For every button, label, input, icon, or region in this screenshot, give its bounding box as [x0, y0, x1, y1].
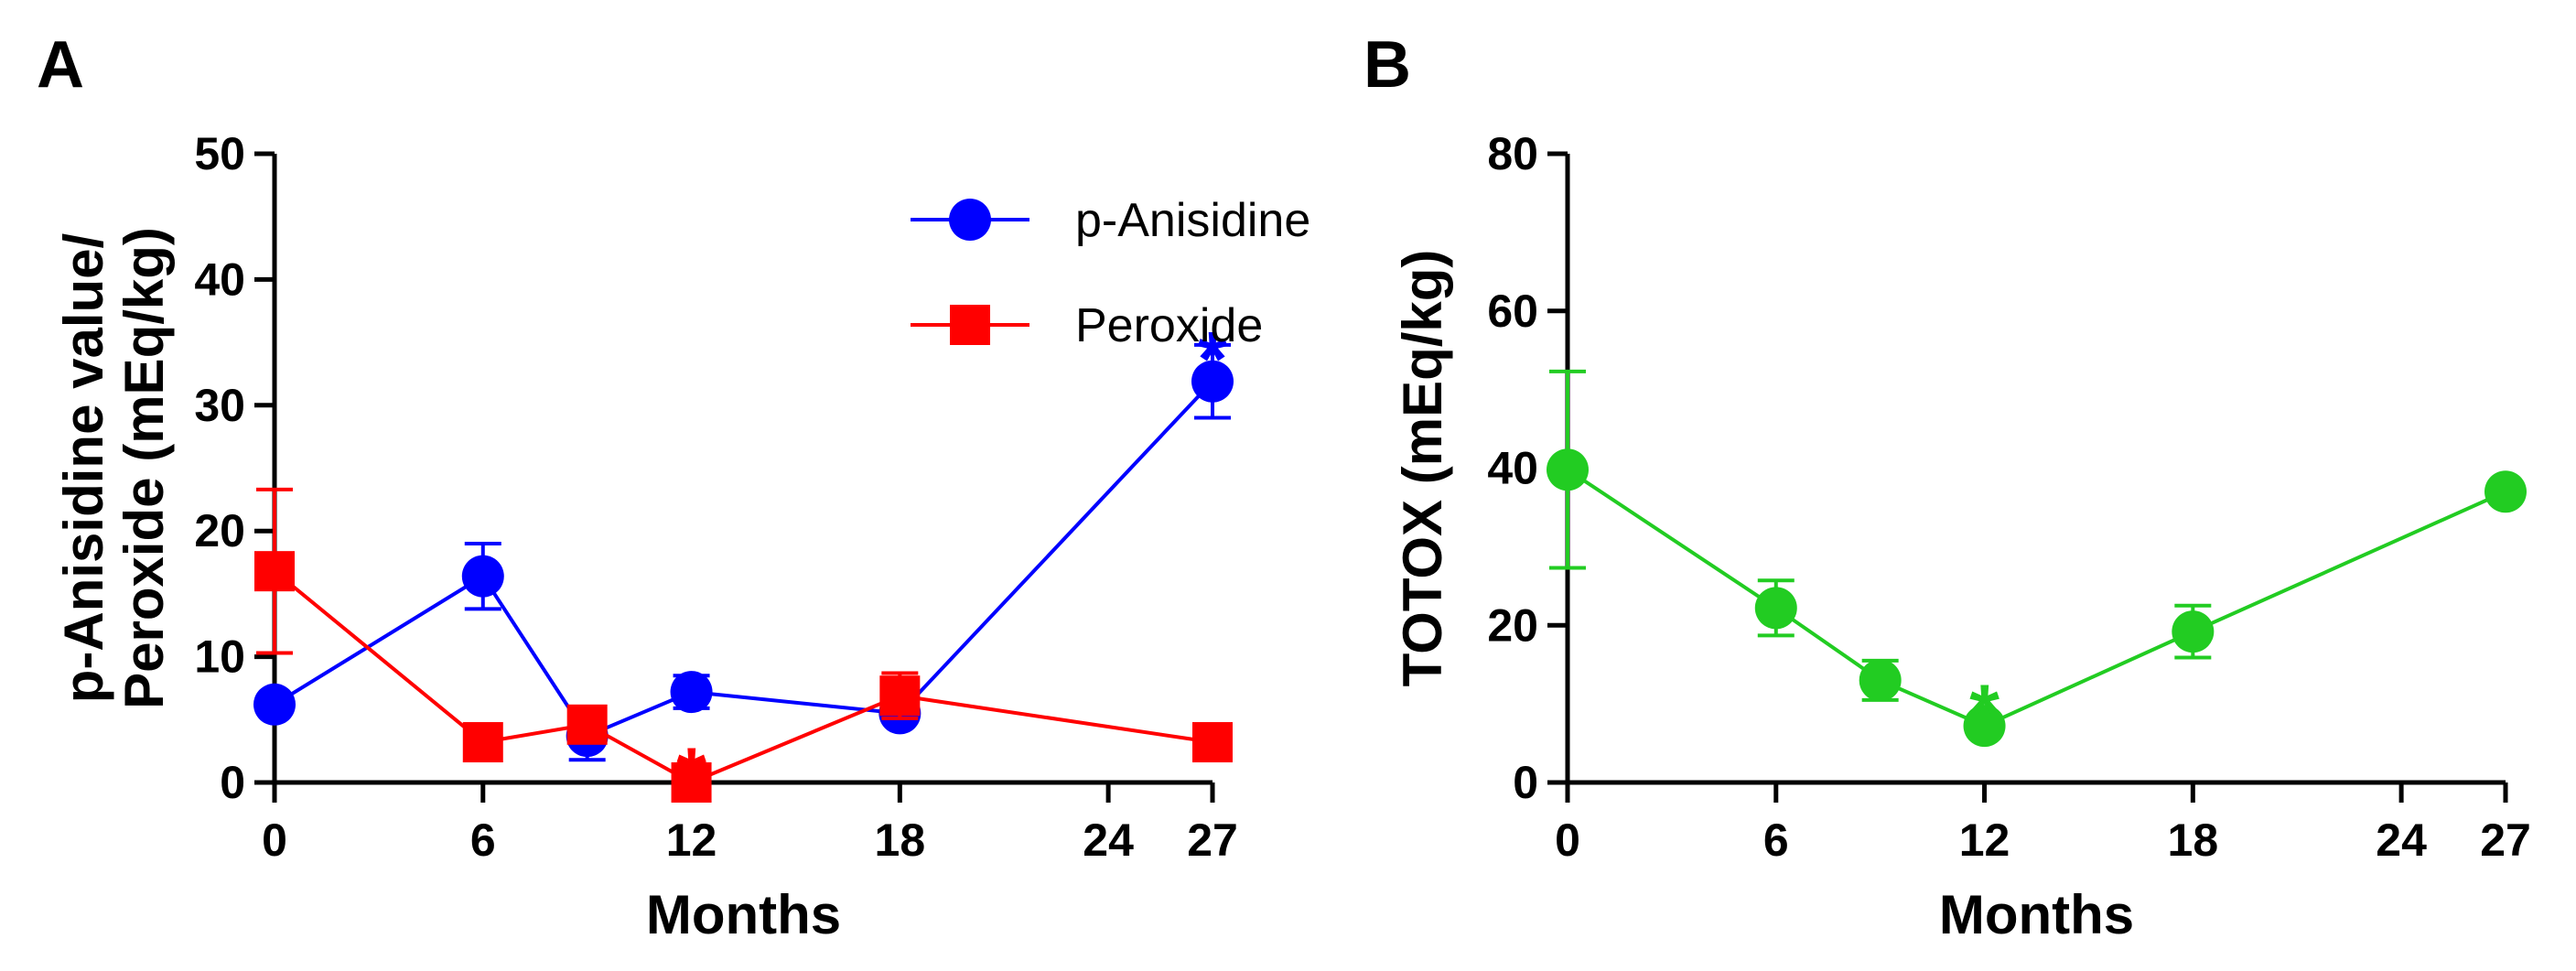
- b-x-tick-label: 24: [2376, 815, 2427, 866]
- a-y-axis-title-line2: Peroxide (mEq/kg): [113, 227, 175, 709]
- b-series-0-point: [1754, 587, 1797, 630]
- chart-b: 0 20 40 60 80 0 6 12 18 24 27 Months TOTOX (mEq/kg) *: [1392, 128, 2531, 945]
- a-series-0-point: [1191, 360, 1234, 403]
- a-series-1-point: [1192, 722, 1233, 763]
- a-x-tick-label: 24: [1083, 815, 1134, 866]
- legend-label-0: p-Anisidine: [1075, 194, 1310, 247]
- a-x-tick-label: 18: [875, 815, 926, 866]
- a-series-0-line: [273, 380, 1214, 739]
- a-y-tick-label: 40: [194, 254, 245, 305]
- a-x-tick-label: 6: [470, 815, 496, 866]
- panel-label-b: B: [1363, 28, 1411, 102]
- a-series-1-point: [254, 551, 295, 592]
- a-series-0-point: [670, 671, 713, 714]
- b-y-axis-title: TOTOX (mEq/kg): [1392, 250, 1453, 687]
- a-series-1-line: [273, 569, 1213, 785]
- b-series-0-point: [1547, 448, 1589, 491]
- a-x-tick-label: 0: [262, 815, 287, 866]
- a-y-tick-label: 30: [194, 380, 245, 431]
- b-series-0-point: [2172, 610, 2215, 653]
- b-series-0-line: [1566, 468, 2506, 728]
- a-series-0-point: [461, 555, 504, 598]
- legend-marker-1: [950, 305, 990, 345]
- b-x-tick-label: 18: [2168, 815, 2219, 866]
- a-y-tick-label: 50: [194, 128, 245, 179]
- a-series-1-point: [879, 675, 921, 717]
- a-x-tick-label: 12: [666, 815, 717, 866]
- a-y-tick-label: 20: [194, 505, 245, 556]
- b-y-tick-label: 80: [1487, 128, 1538, 179]
- a-y-tick-label: 10: [194, 631, 245, 683]
- a-y-axis-title-line1: p-Anisidine value/: [53, 232, 114, 703]
- a-series-1-point: [462, 722, 503, 763]
- b-x-tick-label: 12: [1959, 815, 2010, 866]
- b-x-tick-label: 27: [2480, 815, 2531, 866]
- b-series-0-point: [1859, 659, 1902, 702]
- a-significance-star: *: [1198, 316, 1228, 402]
- legend-label-1: Peroxide: [1075, 299, 1263, 352]
- panel-label-a: A: [37, 28, 84, 102]
- b-y-tick-label: 0: [1513, 757, 1538, 808]
- chart-a: 0 10 20 30 40 50 0 6 12 18 24 27 Months p-Anisidine v…: [53, 128, 1310, 945]
- b-y-tick-label: 60: [1487, 286, 1538, 337]
- b-x-tick-label: 6: [1763, 815, 1789, 866]
- legend-marker-0: [949, 199, 991, 241]
- a-significance-star: *: [676, 732, 706, 818]
- b-x-axis-title: Months: [1939, 884, 2134, 945]
- b-y-tick-label: 40: [1487, 443, 1538, 494]
- a-series-0-point: [253, 683, 296, 726]
- b-x-tick-label: 0: [1555, 815, 1580, 866]
- b-series-0-point: [1963, 705, 2006, 748]
- b-y-tick-label: 20: [1487, 599, 1538, 651]
- a-series-1-point: [671, 762, 712, 803]
- a-series-1-point: [566, 704, 608, 745]
- a-x-tick-label: 27: [1187, 815, 1238, 866]
- a-y-tick-label: 0: [220, 757, 245, 808]
- a-x-axis-title: Months: [646, 884, 841, 945]
- b-series-0-point: [2484, 470, 2527, 513]
- b-significance-star: *: [1969, 668, 1999, 754]
